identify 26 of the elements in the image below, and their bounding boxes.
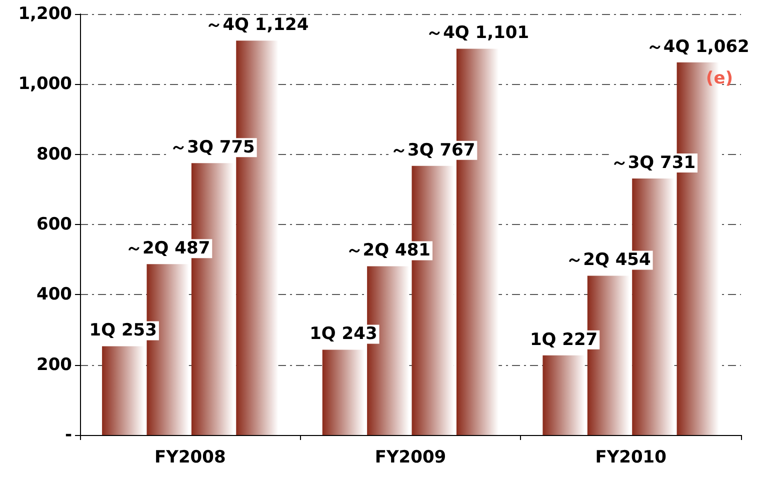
data-label: ～4Q 1,124 [206,15,309,36]
bar [542,355,585,435]
data-label: ～3Q 775 [170,138,255,158]
y-tick-label: 800 [36,144,72,164]
bar [102,346,144,435]
y-tick-label: 1,000 [18,74,72,94]
y-tick-label: 1,200 [18,4,72,24]
data-label: 1Q 253 [89,320,157,341]
x-tick-label: FY2010 [595,448,667,468]
x-tick-label: FY2009 [374,448,446,468]
x-tick-label: FY2008 [154,448,226,468]
data-label: ～4Q 1,062 [646,36,750,57]
data-label: ～2Q 481 [346,240,430,261]
data-label: ～2Q 454 [566,250,651,270]
y-tick-label: 400 [36,284,72,305]
data-label: ～3Q 767 [390,140,476,160]
y-tick-label: - [64,425,72,445]
y-tick-label: 600 [36,214,72,234]
bar [322,350,365,435]
data-label: 1Q 243 [310,324,378,344]
data-label: ～2Q 487 [125,238,210,259]
data-label: 1Q 227 [530,330,598,350]
data-label: ～4Q 1,101 [426,23,530,44]
data-label: ～3Q 731 [610,153,696,174]
y-tick-label: 200 [36,354,72,375]
annotation: (e) [706,68,734,88]
